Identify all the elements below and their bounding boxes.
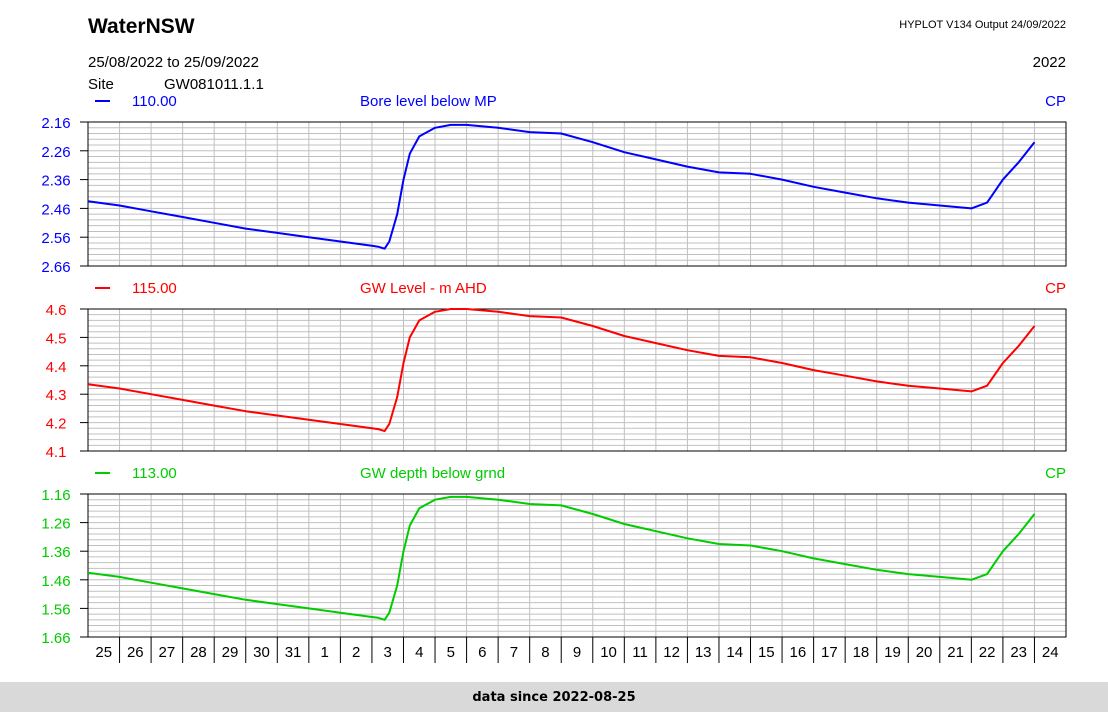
x-tick-label-8: 2 bbox=[352, 644, 360, 661]
hyplot-chart: WaterNSW HYPLOT V134 Output 24/09/2022 2… bbox=[41, 15, 1067, 663]
y-tick-label-1-4: 4.2 bbox=[46, 416, 67, 433]
x-tick-label-25: 19 bbox=[884, 644, 901, 661]
x-tick-label-11: 5 bbox=[447, 644, 455, 661]
year-label: 2022 bbox=[1033, 54, 1066, 71]
y-tick-label-2-1: 1.26 bbox=[41, 516, 70, 533]
y-tick-label-0-2: 2.36 bbox=[41, 173, 70, 190]
y-tick-label-1-5: 4.1 bbox=[46, 444, 67, 461]
x-tick-label-9: 3 bbox=[384, 644, 392, 661]
footer-text: data since 2022-08-25 bbox=[472, 689, 636, 705]
y-tick-label-0-4: 2.56 bbox=[41, 230, 70, 247]
panel-frame-1 bbox=[87, 308, 1067, 452]
y-tick-label-1-3: 4.3 bbox=[46, 387, 67, 404]
x-tick-label-29: 23 bbox=[1010, 644, 1027, 661]
x-tick-label-0: 25 bbox=[95, 644, 112, 661]
x-tick-label-10: 4 bbox=[415, 644, 423, 661]
y-tick-label-2-2: 1.36 bbox=[41, 544, 70, 561]
series-right-label-2: CP bbox=[1045, 465, 1066, 482]
x-tick-label-5: 30 bbox=[253, 644, 270, 661]
footer-bar: data since 2022-08-25 bbox=[0, 682, 1108, 712]
series-line-2 bbox=[87, 495, 1036, 621]
series-code-2: 113.00 bbox=[132, 465, 177, 482]
series-code-0: 110.00 bbox=[132, 93, 177, 110]
y-tick-label-2-4: 1.56 bbox=[41, 601, 70, 618]
series-title-2: GW depth below grnd bbox=[360, 465, 505, 482]
date-range: 25/08/2022 to 25/09/2022 bbox=[88, 54, 259, 71]
x-tick-label-2: 27 bbox=[159, 644, 176, 661]
x-tick-label-12: 6 bbox=[478, 644, 486, 661]
x-tick-label-23: 17 bbox=[821, 644, 838, 661]
x-tick-label-27: 21 bbox=[947, 644, 964, 661]
brand-title: WaterNSW bbox=[88, 15, 195, 38]
x-tick-label-30: 24 bbox=[1042, 644, 1059, 661]
y-tick-label-0-0: 2.16 bbox=[41, 115, 70, 132]
series-code-1: 115.00 bbox=[132, 280, 177, 297]
x-tick-label-21: 15 bbox=[758, 644, 775, 661]
panel-frame-2 bbox=[87, 493, 1067, 638]
y-tick-label-1-0: 4.6 bbox=[46, 302, 67, 319]
series-right-label-1: CP bbox=[1045, 280, 1066, 297]
y-tick-label-1-2: 4.4 bbox=[46, 359, 67, 376]
x-tick-label-4: 29 bbox=[222, 644, 239, 661]
x-tick-label-14: 8 bbox=[541, 644, 549, 661]
x-tick-label-13: 7 bbox=[510, 644, 518, 661]
x-tick-label-6: 31 bbox=[285, 644, 302, 661]
x-tick-label-1: 26 bbox=[127, 644, 144, 661]
series-title-0: Bore level below MP bbox=[360, 93, 497, 110]
y-tick-label-0-3: 2.46 bbox=[41, 201, 70, 218]
y-tick-label-1-1: 4.5 bbox=[46, 330, 67, 347]
x-tick-label-24: 18 bbox=[853, 644, 870, 661]
y-tick-label-2-5: 1.66 bbox=[41, 630, 70, 647]
series-title-1: GW Level - m AHD bbox=[360, 280, 487, 297]
x-tick-label-20: 14 bbox=[726, 644, 743, 661]
x-tick-label-16: 10 bbox=[600, 644, 617, 661]
site-label: Site bbox=[88, 76, 114, 93]
y-tick-label-0-5: 2.66 bbox=[41, 259, 70, 276]
x-tick-label-22: 16 bbox=[789, 644, 806, 661]
x-tick-label-18: 12 bbox=[663, 644, 680, 661]
x-tick-label-3: 28 bbox=[190, 644, 207, 661]
x-tick-label-7: 1 bbox=[320, 644, 328, 661]
site-id: GW081011.1.1 bbox=[164, 76, 264, 93]
x-tick-label-28: 22 bbox=[979, 644, 996, 661]
x-tick-label-15: 9 bbox=[573, 644, 581, 661]
series-line-1 bbox=[87, 308, 1036, 433]
x-tick-label-26: 20 bbox=[916, 644, 933, 661]
panel-frame-0 bbox=[87, 121, 1067, 267]
output-info: HYPLOT V134 Output 24/09/2022 bbox=[899, 19, 1066, 31]
y-tick-label-2-0: 1.16 bbox=[41, 487, 70, 504]
y-tick-label-2-3: 1.46 bbox=[41, 573, 70, 590]
series-right-label-0: CP bbox=[1045, 93, 1066, 110]
y-tick-label-0-1: 2.26 bbox=[41, 144, 70, 161]
x-tick-label-17: 11 bbox=[632, 644, 648, 661]
x-tick-label-19: 13 bbox=[695, 644, 712, 661]
series-line-0 bbox=[87, 123, 1036, 250]
